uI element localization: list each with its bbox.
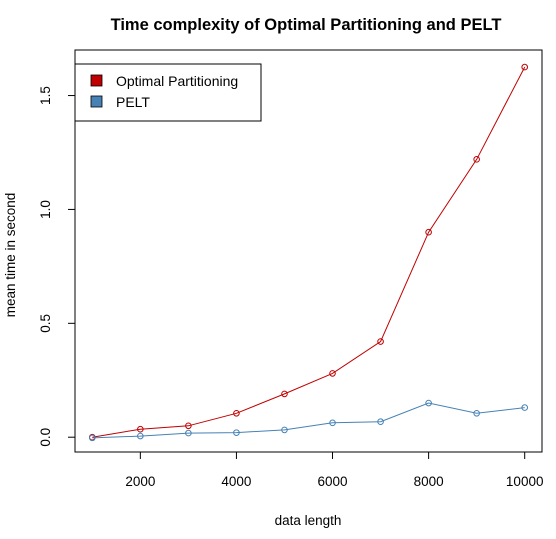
data-point-optimal-partitioning xyxy=(473,156,480,163)
chart-title: Time complexity of Optimal Partitioning … xyxy=(111,16,502,34)
x-tick-label: 6000 xyxy=(317,474,347,489)
data-point-optimal-partitioning xyxy=(185,422,192,430)
data-point-pelt xyxy=(281,426,288,434)
data-point-optimal-partitioning xyxy=(521,63,529,71)
data-point-pelt xyxy=(329,419,336,427)
data-point-optimal-partitioning xyxy=(425,228,432,236)
y-tick-label: 0.5 xyxy=(38,314,53,333)
y-tick-label: 0.0 xyxy=(38,428,53,447)
legend-swatch-pelt xyxy=(90,95,103,108)
x-axis-label: data length xyxy=(275,513,342,528)
y-tick-label: 1.0 xyxy=(38,200,53,219)
data-point-optimal-partitioning xyxy=(377,338,384,345)
x-tick-label: 10000 xyxy=(506,474,544,489)
data-point-optimal-partitioning xyxy=(233,409,240,417)
y-tick-label: 1.5 xyxy=(38,86,53,105)
data-point-pelt xyxy=(521,404,529,411)
data-point-pelt xyxy=(233,429,240,436)
legend-label-optimal-partitioning: Optimal Partitioning xyxy=(116,73,238,89)
x-tick-label: 8000 xyxy=(414,474,444,489)
legend-frame xyxy=(74,63,262,122)
series-pelt xyxy=(88,399,529,442)
legend-swatch-optimal-partitioning xyxy=(90,74,103,87)
data-point-optimal-partitioning xyxy=(329,370,336,377)
data-point-optimal-partitioning xyxy=(137,425,144,433)
data-point-pelt xyxy=(425,399,432,407)
data-point-pelt xyxy=(88,434,96,442)
y-axis-label: mean time in second xyxy=(3,193,18,318)
x-axis: 2000 4000 6000 8000 10000 xyxy=(125,451,544,489)
data-point-optimal-partitioning xyxy=(281,390,288,398)
legend: Optimal Partitioning PELT xyxy=(74,63,262,122)
data-point-pelt xyxy=(185,429,192,437)
legend-label-pelt: PELT xyxy=(116,94,150,110)
data-point-pelt xyxy=(137,432,144,440)
y-axis: 0.0 0.5 1.0 1.5 xyxy=(38,86,76,447)
x-tick-label: 2000 xyxy=(125,474,155,489)
data-point-pelt xyxy=(473,409,480,417)
series-line-optimal-partitioning xyxy=(92,66,526,438)
series-line-pelt xyxy=(92,402,525,439)
series-layer xyxy=(88,63,529,442)
x-tick-label: 4000 xyxy=(221,474,251,489)
data-point-pelt xyxy=(377,418,384,426)
